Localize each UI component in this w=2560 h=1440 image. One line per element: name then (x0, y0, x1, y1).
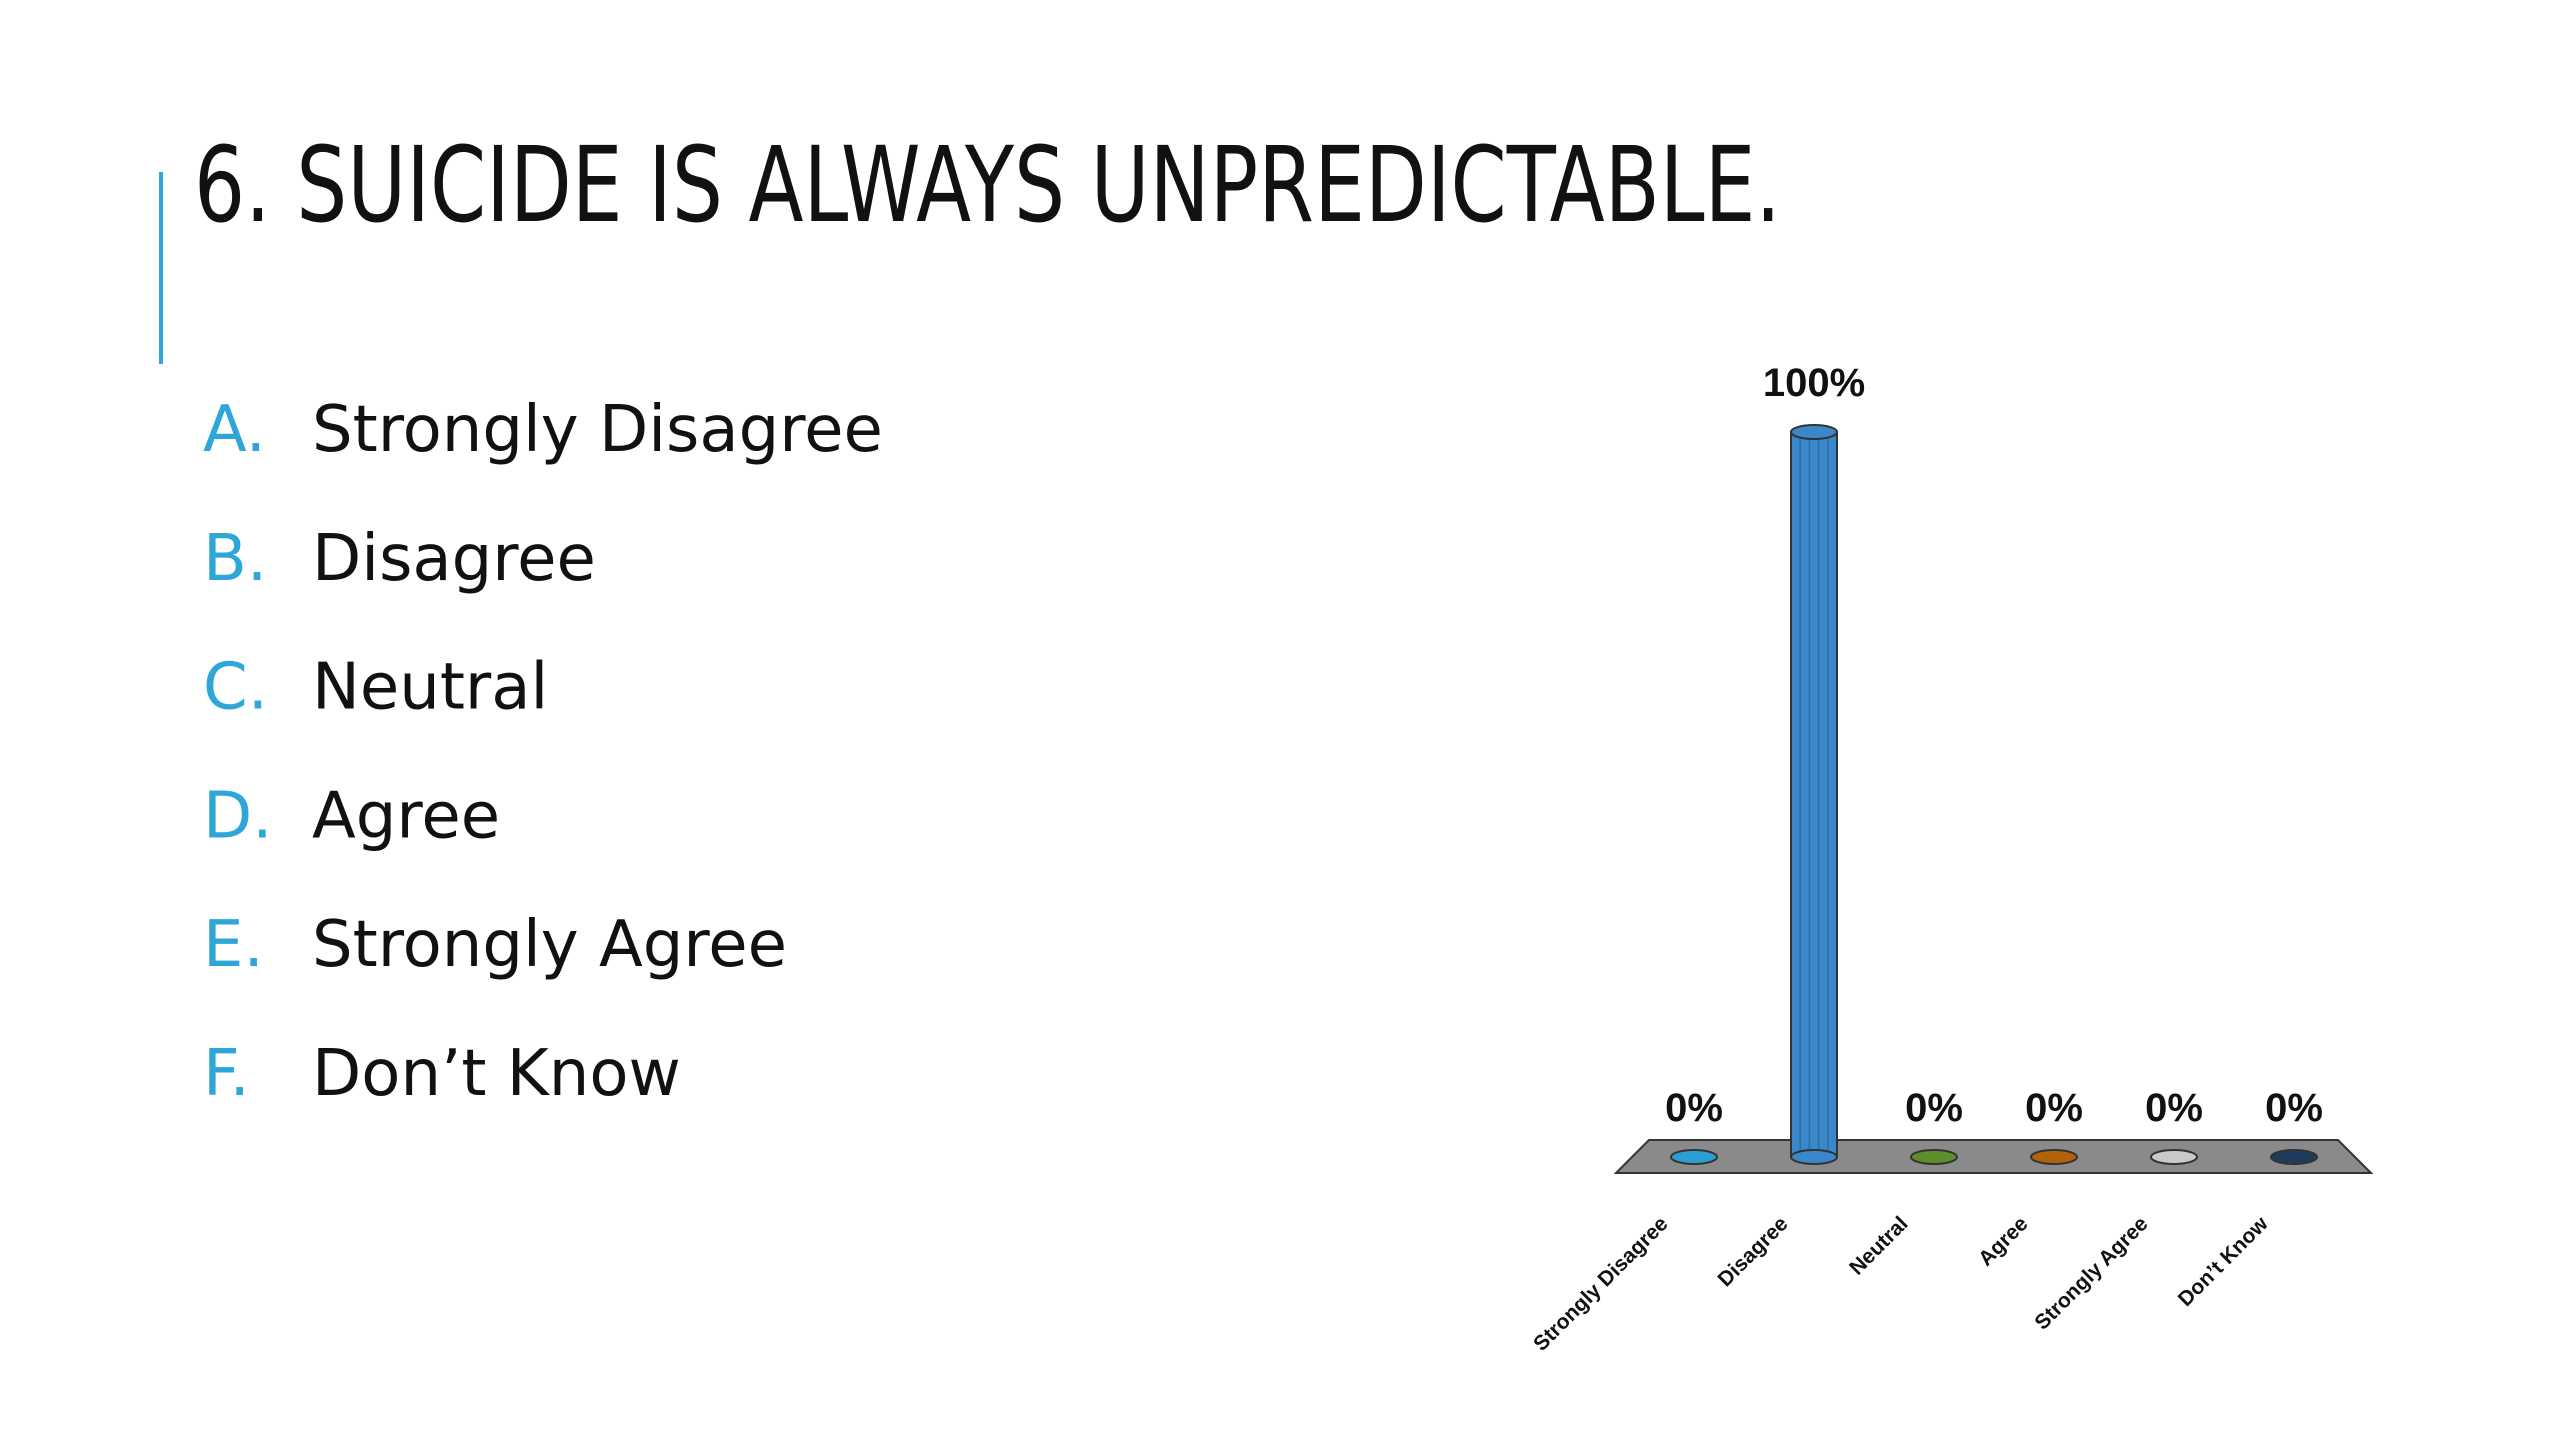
value-label: 0% (1905, 1086, 1963, 1130)
value-label: 100% (1763, 361, 1865, 405)
x-tick-label: Agree (1974, 1212, 2032, 1270)
bar (1790, 431, 1838, 1158)
bar-base (1910, 1149, 1958, 1165)
x-tick-label: Strongly Disagree (1529, 1212, 1672, 1355)
option-text: Neutral (312, 651, 548, 725)
value-label: 0% (2265, 1086, 2323, 1130)
bar-cap (1790, 424, 1838, 440)
chart-floor (1613, 1139, 2374, 1174)
option-letter: F. (203, 1037, 250, 1111)
bar-base (2030, 1149, 2078, 1165)
value-label: 0% (1665, 1086, 1723, 1130)
option-letter: D. (203, 779, 273, 853)
bar-base (2270, 1149, 2318, 1165)
bar-base (2150, 1149, 2198, 1165)
x-tick-label: Disagree (1714, 1212, 1793, 1291)
x-tick-label: Don’t Know (2174, 1212, 2273, 1311)
option-text: Disagree (312, 522, 596, 596)
option-letter: A. (203, 393, 266, 467)
value-label: 0% (2025, 1086, 2083, 1130)
x-tick-label: Strongly Agree (2030, 1212, 2152, 1334)
option-text: Agree (312, 779, 500, 853)
option-text: Strongly Agree (312, 908, 787, 982)
bar-base (1790, 1149, 1838, 1165)
x-tick-label: Neutral (1845, 1212, 1912, 1279)
value-label: 0% (2145, 1086, 2203, 1130)
bar-base (1670, 1149, 1718, 1165)
option-text: Strongly Disagree (312, 393, 883, 467)
slide-title: 6. SUICIDE IS ALWAYS UNPREDICTABLE. (194, 124, 1781, 246)
option-letter: B. (203, 522, 267, 596)
option-letter: C. (203, 651, 268, 725)
option-letter: E. (203, 908, 264, 982)
option-text: Don’t Know (312, 1037, 681, 1111)
